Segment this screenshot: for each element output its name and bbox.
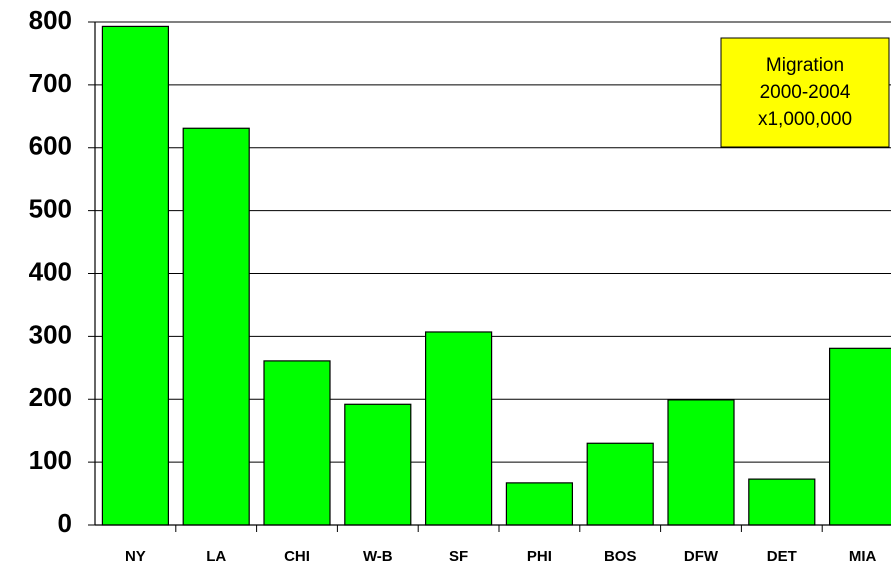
x-tick-label: PHI (527, 548, 552, 565)
annotation: 2000-2004 (760, 82, 851, 103)
bar (425, 331, 493, 526)
y-tick-label: 100 (29, 445, 72, 475)
bar (828, 347, 891, 526)
y-tick-label: 700 (29, 68, 72, 98)
x-tick-label: NY (125, 548, 146, 565)
x-tick-label: SF (449, 548, 468, 565)
bar (586, 442, 654, 526)
annotation: x1,000,000 (758, 109, 852, 130)
y-tick-label: 200 (29, 382, 72, 412)
bar (182, 127, 250, 526)
x-tick-label: BOS (604, 548, 637, 565)
bar (101, 25, 170, 526)
bar (263, 360, 331, 526)
bar (344, 403, 412, 526)
y-tick-label: 500 (29, 194, 72, 224)
x-tick-label: DFW (684, 548, 719, 565)
annotation-box (720, 37, 890, 148)
x-tick-label: DET (767, 548, 797, 565)
x-tick-label: LA (206, 548, 226, 565)
y-tick-label: 600 (29, 131, 72, 161)
annotation: Migration (766, 55, 844, 76)
bar (505, 482, 573, 526)
y-tick-label: 0 (58, 508, 72, 538)
x-tick-label: MIA (849, 548, 877, 565)
y-tick-label: 800 (29, 5, 72, 35)
x-tick-label: W-B (363, 548, 393, 565)
bar (748, 478, 816, 526)
y-tick-label: 400 (29, 256, 72, 286)
bar (667, 399, 735, 526)
y-tick-label: 300 (29, 319, 72, 349)
x-tick-label: CHI (284, 548, 310, 565)
